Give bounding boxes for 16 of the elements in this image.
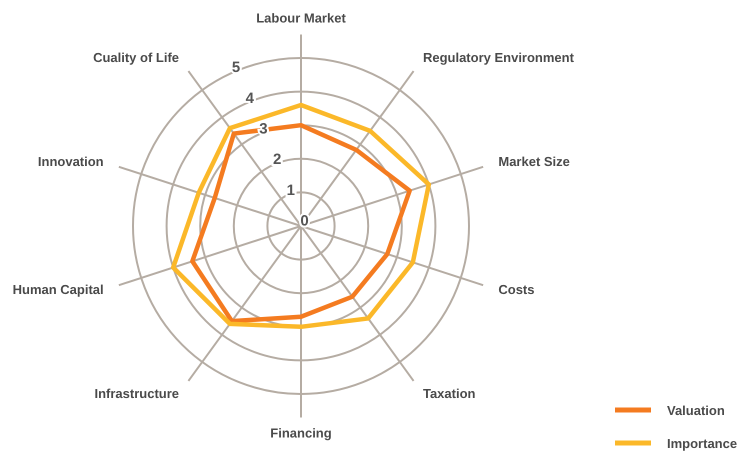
- y-tick-label: 5: [232, 59, 240, 76]
- spoke-label: Taxation: [422, 386, 476, 401]
- legend-label: Valuation: [667, 403, 725, 418]
- spoke-label: Innovation: [38, 154, 104, 169]
- spoke-label: Infrastructure: [94, 386, 180, 401]
- spoke-label: Regulatory Environment: [422, 50, 575, 66]
- y-tick-label: 1: [286, 182, 296, 199]
- y-tick-label: 2: [272, 151, 282, 168]
- spoke-label: Market Size: [498, 154, 570, 169]
- legend-label: Importance: [667, 436, 738, 451]
- y-tick-label: 4: [246, 90, 255, 107]
- spoke-label: Human Capital: [12, 282, 104, 298]
- spoke-label: Costs: [498, 282, 534, 298]
- spoke-label: Financing: [270, 426, 332, 441]
- spoke-label: Labour Market: [256, 10, 346, 26]
- spoke-label: Cuality of Life: [93, 50, 180, 66]
